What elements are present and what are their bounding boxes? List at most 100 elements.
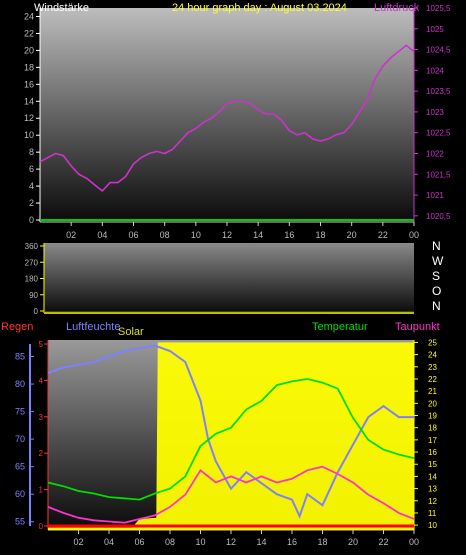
top-x-tick-label: 04 bbox=[97, 230, 107, 240]
top-right-tick-label: 1022 bbox=[426, 149, 444, 158]
tick-labels-layer: 0246810121416182022241020,510211021,5102… bbox=[15, 4, 451, 547]
top-left-tick-label: 20 bbox=[24, 45, 34, 55]
bottom-x-tick-label: 08 bbox=[165, 537, 175, 547]
top-plot-area bbox=[40, 8, 414, 222]
bottom-x-tick-label: 20 bbox=[348, 537, 358, 547]
top-left-tick-label: 10 bbox=[24, 130, 34, 140]
rain-tick-label: 0 bbox=[39, 522, 44, 531]
bottom-chart-layer bbox=[47, 342, 415, 530]
bottom-right-tick-label: 23 bbox=[428, 363, 437, 372]
bottom-x-tick-label: 06 bbox=[134, 537, 144, 547]
top-x-tick-label: 06 bbox=[128, 230, 138, 240]
bottom-right-tick-label: 16 bbox=[428, 448, 437, 457]
mid-plot-area bbox=[44, 243, 414, 313]
top-right-tick-label: 1023,5 bbox=[426, 87, 451, 96]
top-right-tick-label: 1025 bbox=[426, 25, 444, 34]
bottom-x-tick-label: 22 bbox=[378, 537, 388, 547]
bottom-x-tick-label: 02 bbox=[73, 537, 83, 547]
top-x-tick-label: 22 bbox=[378, 230, 388, 240]
top-x-tick-label: 10 bbox=[191, 230, 201, 240]
top-x-tick-label: 16 bbox=[284, 230, 294, 240]
bottom-right-tick-label: 15 bbox=[428, 460, 437, 469]
rain-tick-label: 4 bbox=[39, 376, 44, 385]
humidity-tick-label: 80 bbox=[15, 379, 25, 389]
humidity-tick-label: 70 bbox=[15, 434, 25, 444]
top-right-tick-label: 1020,5 bbox=[426, 212, 451, 221]
top-left-tick-label: 24 bbox=[24, 11, 34, 21]
top-left-tick-label: 12 bbox=[24, 113, 34, 123]
bottom-x-tick-label: 00 bbox=[409, 537, 419, 547]
solar-label: Solar bbox=[118, 326, 144, 338]
top-x-tick-label: 00 bbox=[409, 230, 419, 240]
bottom-right-tick-label: 24 bbox=[428, 351, 437, 360]
humidity-tick-label: 60 bbox=[15, 489, 25, 499]
bottom-right-tick-label: 22 bbox=[428, 375, 437, 384]
rain-tick-label: 3 bbox=[39, 413, 44, 422]
series-luftdruck-line bbox=[39, 44, 415, 192]
bottom-right-tick-label: 25 bbox=[428, 338, 437, 347]
top-left-tick-label: 14 bbox=[24, 96, 34, 106]
bottom-x-tick-label: 04 bbox=[104, 537, 114, 547]
series-taupunkt-line bbox=[47, 465, 415, 524]
top-right-tick-label: 1024,5 bbox=[426, 46, 451, 55]
mid-left-tick-label: 0 bbox=[34, 307, 39, 316]
top-right-tick-label: 1024 bbox=[426, 66, 444, 75]
compass-o: O bbox=[432, 284, 442, 298]
series-luftfeuchte-line bbox=[47, 344, 414, 519]
bottom-right-tick-label: 17 bbox=[428, 436, 437, 445]
rain-tick-label: 2 bbox=[39, 449, 44, 458]
bottom-right-tick-label: 19 bbox=[428, 412, 437, 421]
top-left-tick-label: 22 bbox=[24, 28, 34, 38]
compass-n-bottom: N bbox=[432, 299, 441, 313]
top-x-tick-label: 08 bbox=[160, 230, 170, 240]
bottom-right-tick-label: 14 bbox=[428, 472, 437, 481]
bottom-right-tick-label: 11 bbox=[428, 509, 437, 518]
luftfeuchte-label: Luftfeuchte bbox=[66, 321, 121, 333]
compass-labels: N W S O N bbox=[432, 240, 446, 315]
top-x-tick-label: 20 bbox=[347, 230, 357, 240]
humidity-tick-label: 85 bbox=[15, 352, 25, 362]
top-right-tick-label: 1025,5 bbox=[426, 4, 451, 13]
bottom-x-tick-label: 12 bbox=[226, 537, 236, 547]
bottom-right-tick-label: 10 bbox=[428, 521, 437, 530]
regen-label: Regen bbox=[1, 321, 34, 333]
mid-left-tick-label: 90 bbox=[29, 291, 38, 300]
top-right-tick-label: 1022,5 bbox=[426, 129, 451, 138]
mid-left-tick-label: 270 bbox=[25, 258, 39, 267]
top-left-tick-label: 8 bbox=[29, 147, 34, 157]
compass-w: W bbox=[432, 254, 444, 268]
top-left-tick-label: 0 bbox=[29, 215, 34, 225]
top-chart-layer bbox=[39, 44, 415, 221]
top-x-tick-label: 12 bbox=[222, 230, 232, 240]
top-x-tick-label: 02 bbox=[66, 230, 76, 240]
top-left-tick-label: 4 bbox=[29, 181, 34, 191]
top-right-tick-label: 1023 bbox=[426, 108, 444, 117]
humidity-tick-label: 75 bbox=[15, 407, 25, 417]
mid-left-tick-label: 360 bbox=[25, 242, 39, 251]
series-temperatur-line bbox=[47, 378, 415, 501]
humidity-tick-label: 55 bbox=[15, 517, 25, 527]
compass-n-top: N bbox=[432, 239, 441, 253]
top-x-tick-label: 18 bbox=[315, 230, 325, 240]
bottom-right-tick-label: 13 bbox=[428, 485, 437, 494]
compass-s: S bbox=[432, 269, 441, 283]
chart-title: 24 hour graph day : August 03.2024 bbox=[172, 2, 347, 14]
bottom-x-tick-label: 16 bbox=[287, 537, 297, 547]
top-right-tick-label: 1021,5 bbox=[426, 170, 451, 179]
taupunkt-label: Taupunkt bbox=[395, 321, 440, 333]
bottom-right-tick-label: 12 bbox=[428, 497, 437, 506]
luftdruck-label: Luftdruck bbox=[374, 2, 420, 14]
rain-tick-label: 1 bbox=[39, 486, 44, 495]
bottom-x-tick-label: 14 bbox=[256, 537, 266, 547]
top-left-tick-label: 18 bbox=[24, 62, 34, 72]
windstaerke-label: Windstärke bbox=[34, 2, 90, 14]
series-solar-area bbox=[48, 342, 414, 530]
top-left-tick-label: 6 bbox=[29, 164, 34, 174]
bottom-x-tick-label: 10 bbox=[195, 537, 205, 547]
top-left-tick-label: 16 bbox=[24, 79, 34, 89]
mid-left-tick-label: 180 bbox=[25, 275, 39, 284]
temperatur-label: Temperatur bbox=[312, 321, 368, 333]
top-left-tick-label: 2 bbox=[29, 198, 34, 208]
top-x-tick-label: 14 bbox=[253, 230, 263, 240]
